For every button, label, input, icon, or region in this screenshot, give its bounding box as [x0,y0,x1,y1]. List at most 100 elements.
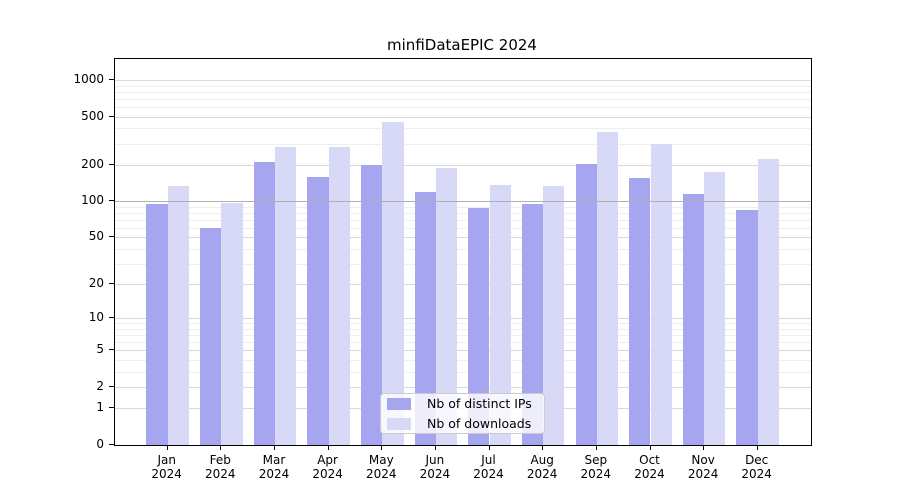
y-tick-label-5: 5 [96,342,104,357]
major-gridline-500 [115,116,811,118]
major-gridline-1000 [115,80,811,81]
bar-downloads-jul [489,184,511,445]
x-tick-label-dec: Dec 2024 [741,453,772,481]
legend-item-distinct-ips: Nb of distinct IPs [385,396,538,411]
major-gridline-2 [115,387,811,388]
x-tick-mark-jul [488,445,490,450]
minor-gridline-80 [115,212,811,214]
x-tick-mark-mar [274,445,275,450]
bar-downloads-feb [221,202,243,445]
y-tick-mark-2 [109,386,114,387]
y-tick-label-20: 20 [88,276,104,291]
minor-gridline-30 [115,263,811,265]
bar-distinct-ips-dec [736,210,758,445]
bar-downloads-apr [328,147,350,445]
y-tick-label-100: 100 [81,193,104,208]
legend-swatch-distinct-ips [387,397,411,410]
x-tick-label-may: May 2024 [366,453,397,481]
major-gridline-10 [115,318,811,320]
minor-gridline-70 [115,219,811,221]
x-tick-mark-may [381,445,383,450]
y-tick-mark-5 [109,349,114,351]
y-tick-mark-1 [109,407,114,409]
bar-distinct-ips-aug [521,203,544,445]
bar-distinct-ips-oct [629,178,651,445]
bar-downloads-jan [167,185,189,445]
minor-gridline-90 [115,206,811,208]
x-tick-mark-dec [756,445,758,450]
bar-downloads-nov [704,171,726,445]
legend: Nb of distinct IPs Nb of downloads [380,393,545,434]
y-tick-mark-100 [109,200,114,202]
x-tick-label-apr: Apr 2024 [312,453,343,481]
bar-downloads-aug [543,186,565,445]
x-tick-label-aug: Aug 2024 [526,453,558,481]
x-tick-mark-sep [595,445,597,450]
x-tick-label-jan: Jan 2024 [151,453,182,481]
bar-distinct-ips-mar [253,162,275,445]
minor-gridline-900 [115,85,811,87]
minor-gridline-300 [115,143,811,145]
major-gridline-50 [115,237,811,239]
y-tick-label-200: 200 [81,156,104,171]
y-tick-label-1: 1 [96,400,104,415]
bar-distinct-ips-feb [200,227,222,445]
major-gridline-5 [115,350,811,352]
bar-downloads-oct [650,143,672,445]
chart-title: minfiDataEPIC 2024 [387,36,537,54]
legend-label-downloads: Nb of downloads [427,416,532,431]
x-tick-mark-oct [649,445,651,450]
minor-gridline-400 [115,128,811,130]
plot-area [114,58,812,446]
legend-label-distinct-ips: Nb of distinct IPs [427,396,532,411]
minor-gridline-600 [115,106,811,108]
x-tick-label-feb: Feb 2024 [205,453,236,481]
x-tick-label-oct: Oct 2024 [634,453,665,481]
x-tick-mark-jun [434,445,436,450]
x-tick-label-nov: Nov 2024 [687,453,719,481]
y-tick-label-50: 50 [88,229,104,244]
y-tick-label-1000: 1000 [73,72,104,86]
legend-item-downloads: Nb of downloads [385,416,538,431]
bar-distinct-ips-jul [468,207,490,445]
x-tick-label-mar: Mar 2024 [258,453,290,481]
y-tick-label-10: 10 [88,310,104,325]
x-tick-mark-nov [703,445,705,450]
y-tick-mark-20 [109,283,114,285]
x-tick-label-jul: Jul 2024 [473,453,504,481]
bar-downloads-sep [596,132,619,445]
minor-gridline-4 [115,360,811,361]
y-tick-mark-0 [109,444,114,445]
minor-gridline-6 [115,342,811,344]
bar-downloads-may [382,122,404,445]
bar-downloads-dec [757,159,779,445]
y-tick-mark-500 [109,115,114,117]
bar-distinct-ips-may [361,165,383,445]
bar-distinct-ips-sep [575,163,597,445]
bar-distinct-ips-jun [414,191,436,445]
x-tick-label-jun: Jun 2024 [419,453,451,481]
minor-gridline-3 [115,371,811,373]
x-tick-label-sep: Sep 2024 [580,453,612,481]
x-tick-mark-feb [220,445,222,450]
minor-gridline-40 [115,248,811,250]
major-gridline-200 [115,164,811,166]
legend-swatch-downloads [387,417,411,430]
bar-downloads-jun [435,167,458,445]
minor-gridline-60 [115,227,811,229]
y-tick-mark-1000 [109,79,114,80]
minor-gridline-800 [115,91,811,93]
major-gridline-20 [115,284,811,286]
y-tick-mark-200 [109,163,114,165]
y-tick-mark-10 [109,317,114,319]
y-tick-label-500: 500 [81,108,104,123]
minor-gridline-8 [115,328,811,330]
x-tick-mark-apr [327,445,329,450]
minor-gridline-9 [115,323,811,325]
y-tick-label-2: 2 [96,379,104,393]
bar-distinct-ips-apr [307,176,329,445]
x-tick-mark-jan [166,445,168,450]
minor-gridline-700 [115,98,811,100]
bar-distinct-ips-nov [682,193,705,445]
bar-distinct-ips-jan [146,203,168,445]
